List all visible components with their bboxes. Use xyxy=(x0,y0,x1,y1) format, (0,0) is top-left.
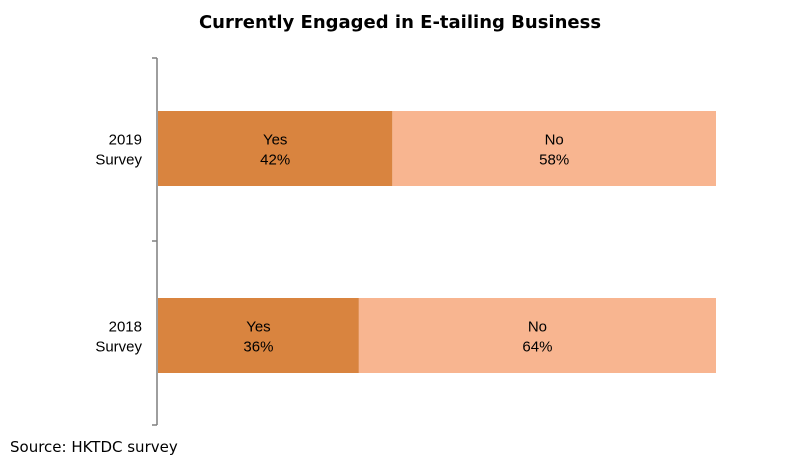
chart-title: Currently Engaged in E-tailing Business xyxy=(198,12,602,33)
data-label-name: No xyxy=(528,319,547,336)
bar-no xyxy=(358,298,716,373)
data-label-value: 64% xyxy=(522,339,552,356)
data-label-value: 42% xyxy=(260,152,290,169)
data-label-value: 36% xyxy=(243,339,273,356)
source-note: Source: HKTDC survey xyxy=(10,438,178,456)
category-tick-label: 2019 Survey xyxy=(95,132,142,169)
bar-no xyxy=(392,111,716,186)
data-label-name: Yes xyxy=(263,132,287,149)
data-label-name: Yes xyxy=(246,319,270,336)
bar-yes xyxy=(158,298,359,373)
data-label-name: No xyxy=(545,132,564,149)
bar-yes xyxy=(158,111,393,186)
data-label-value: 58% xyxy=(539,152,569,169)
category-tick-label: 2018 Survey xyxy=(95,319,142,356)
